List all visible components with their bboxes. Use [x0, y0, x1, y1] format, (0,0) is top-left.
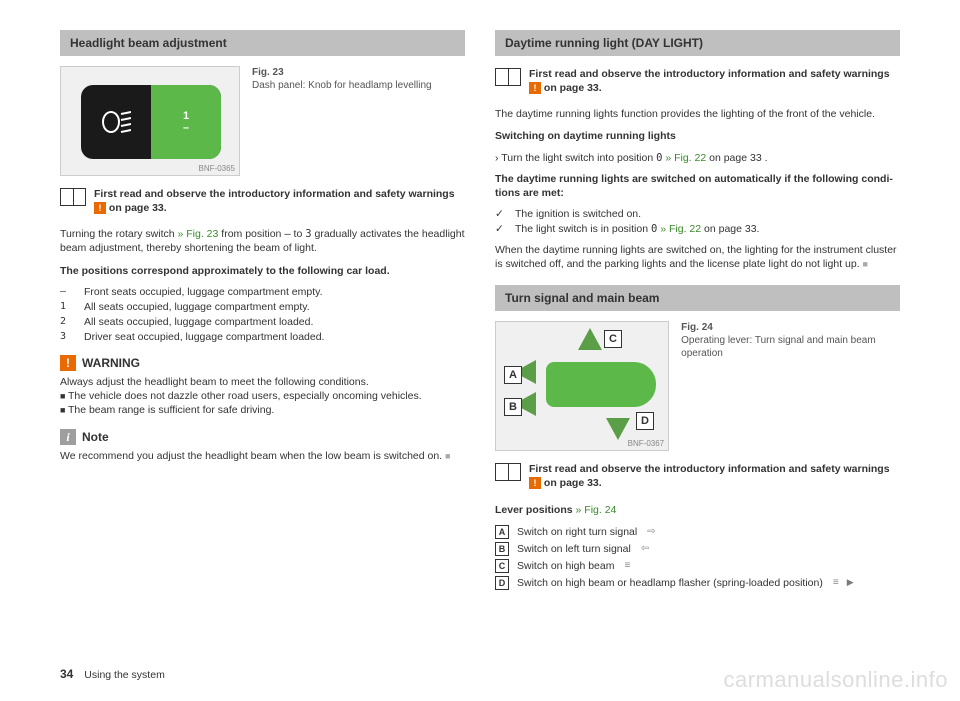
warning-bullet: The vehicle does not dazzle other road u… [60, 389, 465, 403]
drl-checklist: ✓The ignition is switched on. ✓The light… [495, 208, 900, 235]
check-row: ✓The ignition is switched on. [495, 208, 900, 220]
bnf-label: BNF-0365 [199, 164, 235, 173]
arrow-down-icon [606, 418, 630, 440]
lever-title: Lever positions » Fig. 24 [495, 503, 900, 517]
drl-sub2: The daytime running lights are switched … [495, 172, 900, 200]
fig-num: Fig. 24 [681, 321, 900, 334]
end-marker: ■ [445, 451, 450, 461]
section-header-headlight: Headlight beam adjustment [60, 30, 465, 56]
note-head: i Note [60, 429, 465, 445]
end-marker: ■ [863, 259, 868, 269]
turn-right-icon: ⇨ [647, 526, 655, 537]
para-rotary: Turning the rotary switch » Fig. 23 from… [60, 227, 465, 255]
warn-badge-icon: ! [529, 82, 541, 94]
read-first-text: First read and observe the introductory … [94, 188, 465, 215]
knob-dash: – [183, 122, 189, 134]
highbeam-icon: ≡ [624, 560, 630, 571]
knob-scale: 1 – [151, 85, 221, 159]
check-row: ✓The light switch is in position 0 » Fig… [495, 223, 900, 235]
section-name: Using the system [84, 669, 165, 681]
fig-caption-text: Dash panel: Knob for headlamp levelling [252, 80, 432, 91]
read-first-text: First read and observe the introductory … [529, 68, 900, 95]
book-icon [60, 188, 86, 206]
lever-row: DSwitch on high beam or headlamp flasher… [495, 576, 900, 590]
fig23-image: 1 – BNF-0365 [60, 66, 240, 176]
read-first-drl: First read and observe the introductory … [495, 68, 900, 95]
section-header-drl: Daytime running light (DAY LIGHT) [495, 30, 900, 56]
lever-row: CSwitch on high beam ≡ [495, 559, 900, 573]
headlamp-icon [81, 85, 151, 159]
callout-d: D [636, 412, 654, 430]
callout-a: A [504, 366, 522, 384]
fig23-block: 1 – BNF-0365 Fig. 23 Dash panel: Knob fo… [60, 66, 465, 176]
read-first-left: First read and observe the introductory … [60, 188, 465, 215]
warning-icon: ! [60, 355, 76, 371]
warn-badge-icon: ! [94, 202, 106, 214]
page-footer: 34 Using the system [60, 667, 165, 681]
info-icon: i [60, 429, 76, 445]
warn-badge-icon: ! [529, 477, 541, 489]
section-header-turnsignal: Turn signal and main beam [495, 285, 900, 311]
drl-para2: When the daytime running lights are swit… [495, 243, 900, 271]
watermark: carmanualsonline.info [723, 667, 948, 693]
positions-list: –Front seats occupied, luggage compartme… [60, 286, 465, 343]
note-box: i Note We recommend you adjust the headl… [60, 429, 465, 463]
check-icon: ✓ [495, 223, 507, 235]
pos-row: –Front seats occupied, luggage compartme… [60, 286, 465, 298]
note-text: We recommend you adjust the headlight be… [60, 449, 465, 463]
turn-left-icon: ⇦ [641, 543, 649, 554]
fig-num: Fig. 23 [252, 66, 432, 79]
callout-b: B [504, 398, 522, 416]
warning-bullet: The beam range is sufficient for safe dr… [60, 403, 465, 417]
continue-icon: ▶ [847, 577, 854, 588]
read-first-text: First read and observe the introductory … [529, 463, 900, 490]
fig-caption-text: Operating lever: Turn signal and main be… [681, 335, 876, 359]
check-icon: ✓ [495, 208, 507, 220]
lever-row: ASwitch on right turn signal ⇨ [495, 525, 900, 539]
warning-body: Always adjust the headlight beam to meet… [60, 375, 465, 418]
knob-num: 1 [183, 110, 189, 122]
fig23-caption: Fig. 23 Dash panel: Knob for headlamp le… [252, 66, 432, 176]
note-title: Note [82, 430, 109, 444]
lever-shape [546, 362, 656, 407]
warning-box: ! WARNING Always adjust the headlight be… [60, 355, 465, 418]
left-column: Headlight beam adjustment 1 – BNF-0365 F… [60, 30, 465, 596]
pos-title: The positions correspond approximately t… [60, 264, 465, 278]
drl-sub1: Switching on daytime running lights [495, 129, 900, 143]
lever-row: BSwitch on left turn signal ⇦ [495, 542, 900, 556]
fig24-caption: Fig. 24 Operating lever: Turn signal and… [681, 321, 900, 451]
fig24-block: A B C D BNF-0367 Fig. 24 Operating lever… [495, 321, 900, 451]
warning-title: WARNING [82, 356, 140, 370]
pos-row: 2All seats occupied, luggage compartment… [60, 316, 465, 328]
pos-row: 3Driver seat occupied, luggage compartme… [60, 331, 465, 343]
highbeam-icon: ≡ [833, 577, 839, 588]
read-first-lever: First read and observe the introductory … [495, 463, 900, 490]
book-icon [495, 463, 521, 481]
headlamp-knob: 1 – [81, 85, 221, 159]
warning-head: ! WARNING [60, 355, 465, 371]
page-number: 34 [60, 667, 73, 681]
right-column: Daytime running light (DAY LIGHT) First … [495, 30, 900, 596]
arrow-up-icon [578, 328, 602, 350]
pos-row: 1All seats occupied, luggage compartment… [60, 301, 465, 313]
drl-para1: The daytime running lights function prov… [495, 107, 900, 121]
drl-action: Turn the light switch into position 0 » … [495, 152, 900, 164]
callout-c: C [604, 330, 622, 348]
lever-list: ASwitch on right turn signal ⇨ BSwitch o… [495, 525, 900, 590]
fig24-image: A B C D BNF-0367 [495, 321, 669, 451]
book-icon [495, 68, 521, 86]
bnf-label: BNF-0367 [628, 439, 664, 448]
